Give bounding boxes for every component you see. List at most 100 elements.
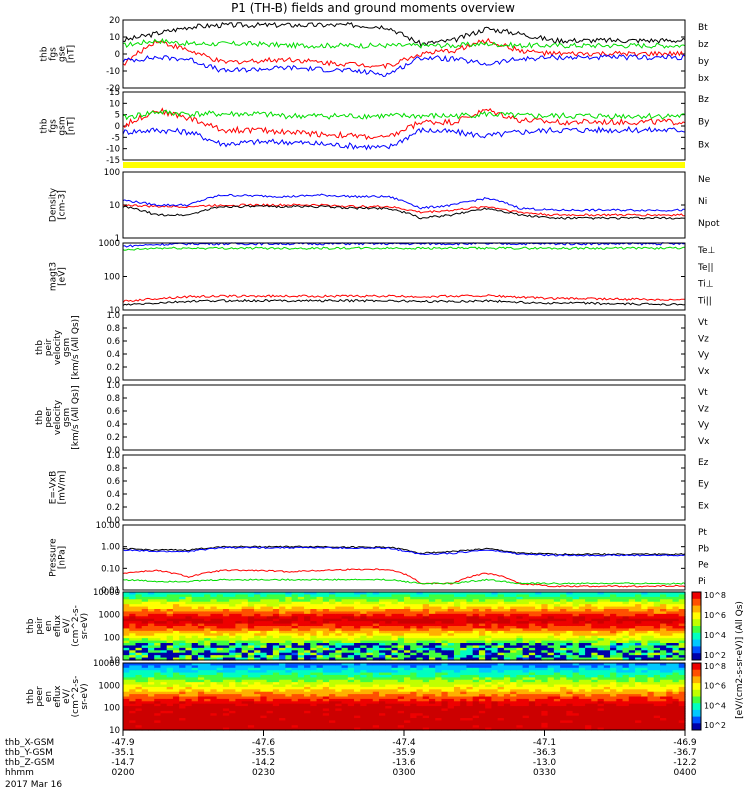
heatmap-cell xyxy=(191,703,199,707)
heatmap-cell xyxy=(366,655,374,659)
heatmap-cell xyxy=(135,650,143,654)
heatmap-cell xyxy=(235,679,243,683)
heatmap-cell xyxy=(329,599,336,603)
heatmap-cell xyxy=(279,674,286,678)
heatmap-cell xyxy=(435,613,443,617)
heatmap-cell xyxy=(210,640,218,644)
heatmap-cell xyxy=(385,643,393,647)
heatmap-cell xyxy=(597,679,605,683)
heatmap-cell xyxy=(553,672,561,676)
heatmap-cell xyxy=(154,621,162,625)
heatmap-cell xyxy=(123,640,130,644)
heatmap-cell xyxy=(603,727,611,731)
heatmap-cell xyxy=(210,720,218,724)
heatmap-cell xyxy=(422,621,430,625)
heatmap-cell xyxy=(360,713,368,717)
heatmap-cell xyxy=(366,672,374,676)
heatmap-cell xyxy=(472,679,480,683)
heatmap-cell xyxy=(172,613,180,617)
heatmap-cell xyxy=(660,628,667,632)
heatmap-cell xyxy=(603,672,611,676)
heatmap-cell xyxy=(222,665,230,669)
heatmap-cell xyxy=(254,655,261,659)
heatmap-cell xyxy=(578,626,586,630)
heatmap-cell xyxy=(210,708,218,712)
heatmap-cell xyxy=(254,703,261,707)
heatmap-cell xyxy=(216,650,224,654)
heatmap-cell xyxy=(241,650,249,654)
heatmap-cell xyxy=(185,640,193,644)
heatmap-cell xyxy=(297,727,305,731)
heatmap-cell xyxy=(260,655,268,659)
heatmap-cell xyxy=(397,677,405,681)
heatmap-cell xyxy=(391,626,399,630)
heatmap-cell xyxy=(204,674,212,678)
heatmap-cell xyxy=(360,686,368,690)
heatmap-cell xyxy=(366,650,374,654)
heatmap-cell xyxy=(129,665,137,669)
heatmap-cell xyxy=(472,694,480,698)
heatmap-cell xyxy=(260,684,268,688)
heatmap-cell xyxy=(291,599,299,603)
heatmap-cell xyxy=(672,601,680,605)
heatmap-cell xyxy=(222,718,230,722)
heatmap-cell xyxy=(441,701,449,705)
heatmap-cell xyxy=(466,720,474,724)
heatmap-cell xyxy=(510,652,517,656)
heatmap-cell xyxy=(329,601,336,605)
heatmap-cell xyxy=(204,630,212,634)
heatmap-cell xyxy=(291,718,299,722)
heatmap-cell xyxy=(160,672,168,676)
heatmap-cell xyxy=(160,618,168,622)
heatmap-cell xyxy=(428,706,436,710)
heatmap-cell xyxy=(235,599,243,603)
heatmap-cell xyxy=(279,722,286,726)
heatmap-cell xyxy=(285,701,293,705)
heatmap-cell xyxy=(603,674,611,678)
heatmap-cell xyxy=(372,677,380,681)
heatmap-cell xyxy=(216,643,224,647)
heatmap-cell xyxy=(491,708,499,712)
heatmap-cell xyxy=(628,609,636,613)
heatmap-cell xyxy=(510,679,517,683)
heatmap-cell xyxy=(141,684,149,688)
heatmap-cell xyxy=(347,592,355,596)
heatmap-cell xyxy=(585,623,592,627)
heatmap-cell xyxy=(141,643,149,647)
heatmap-cell xyxy=(204,599,212,603)
heatmap-cell xyxy=(585,689,592,693)
y-tick-label: 100 xyxy=(104,704,120,714)
heatmap-cell xyxy=(347,691,355,695)
heatmap-cell xyxy=(297,652,305,656)
heatmap-cell xyxy=(628,643,636,647)
heatmap-cell xyxy=(147,696,155,700)
heatmap-cell xyxy=(591,670,599,674)
heatmap-cell xyxy=(272,710,280,714)
heatmap-cell xyxy=(416,613,424,617)
heatmap-cell xyxy=(266,606,274,610)
heatmap-cell xyxy=(129,689,137,693)
heatmap-cell xyxy=(503,611,511,615)
heatmap-cell xyxy=(597,657,605,661)
heatmap-cell xyxy=(204,722,212,726)
heatmap-cell xyxy=(354,652,361,656)
heatmap-cell xyxy=(354,696,361,700)
heatmap-cell xyxy=(210,691,218,695)
heatmap-cell xyxy=(597,703,605,707)
heatmap-cell xyxy=(428,665,436,669)
heatmap-cell xyxy=(204,613,212,617)
heatmap-cell xyxy=(397,645,405,649)
heatmap-cell xyxy=(597,722,605,726)
heatmap-cell xyxy=(197,720,205,724)
heatmap-cell xyxy=(453,606,461,610)
heatmap-cell xyxy=(566,635,574,639)
heatmap-cell xyxy=(322,689,330,693)
heatmap-cell xyxy=(216,667,224,671)
heatmap-cell xyxy=(285,670,293,674)
heatmap-cell xyxy=(485,689,493,693)
heatmap-cell xyxy=(185,672,193,676)
heatmap-cell xyxy=(335,626,343,630)
heatmap-cell xyxy=(416,647,424,651)
heatmap-cell xyxy=(416,720,424,724)
heatmap-cell xyxy=(460,698,468,702)
